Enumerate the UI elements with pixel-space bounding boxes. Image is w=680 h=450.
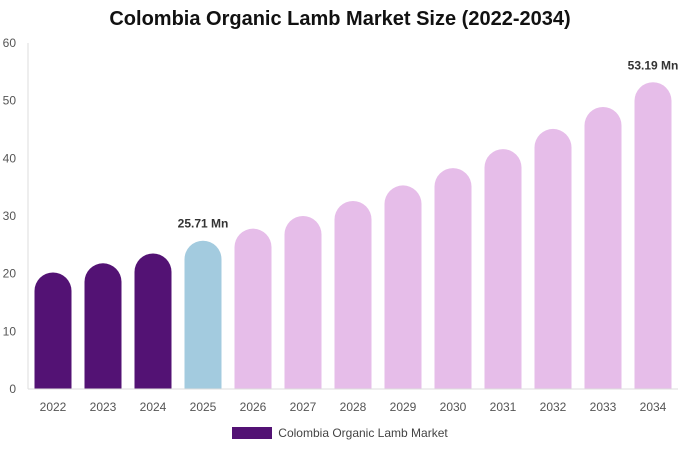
bar-2032 bbox=[534, 128, 572, 389]
x-tick-label: 2030 bbox=[440, 400, 467, 414]
x-tick-label: 2034 bbox=[640, 400, 667, 414]
x-tick-label: 2031 bbox=[490, 400, 517, 414]
y-tick-label: 0 bbox=[9, 382, 16, 396]
y-tick-label: 10 bbox=[3, 324, 17, 338]
x-tick-label: 2028 bbox=[340, 400, 367, 414]
y-axis: 0 10 20 30 40 50 60 bbox=[3, 36, 29, 396]
y-tick-label: 20 bbox=[3, 267, 17, 281]
y-tick-label: 40 bbox=[3, 151, 17, 165]
x-axis: 2022 2023 2024 2025 2026 2027 2028 2029 2030 2031… bbox=[28, 388, 678, 414]
data-label-2025: 25.71 Mn bbox=[178, 217, 229, 231]
bar-2033 bbox=[584, 107, 622, 389]
bar-2026 bbox=[234, 228, 272, 389]
y-tick-label: 60 bbox=[3, 36, 17, 50]
bar-2031 bbox=[484, 149, 522, 389]
legend-label: Colombia Organic Lamb Market bbox=[278, 426, 448, 440]
bars bbox=[34, 82, 672, 390]
x-tick-label: 2023 bbox=[90, 400, 117, 414]
x-tick-label: 2032 bbox=[540, 400, 567, 414]
bar-2023 bbox=[84, 263, 122, 389]
data-label-2034: 53.19 Mn bbox=[628, 58, 679, 72]
bar-2022 bbox=[34, 272, 72, 389]
bar-2034 bbox=[634, 82, 672, 390]
y-tick-label: 50 bbox=[3, 94, 17, 108]
x-tick-label: 2027 bbox=[290, 400, 317, 414]
chart-title: Colombia Organic Lamb Market Size (2022-… bbox=[109, 8, 571, 30]
bar-2028 bbox=[334, 201, 372, 389]
x-tick-label: 2022 bbox=[40, 400, 67, 414]
bar-2029 bbox=[384, 185, 422, 389]
bar-2025 bbox=[184, 240, 222, 389]
x-tick-label: 2024 bbox=[140, 400, 167, 414]
data-labels: 25.71 Mn 53.19 Mn bbox=[178, 58, 679, 230]
legend: Colombia Organic Lamb Market bbox=[0, 426, 680, 440]
x-tick-label: 2026 bbox=[240, 400, 267, 414]
y-tick-label: 30 bbox=[3, 209, 17, 223]
bar-2024 bbox=[134, 253, 172, 389]
bar-2030 bbox=[434, 168, 472, 389]
x-tick-label: 2025 bbox=[190, 400, 217, 414]
legend-swatch bbox=[232, 427, 273, 439]
bar-2027 bbox=[284, 216, 322, 389]
x-tick-label: 2029 bbox=[390, 400, 417, 414]
x-tick-label: 2033 bbox=[590, 400, 617, 414]
